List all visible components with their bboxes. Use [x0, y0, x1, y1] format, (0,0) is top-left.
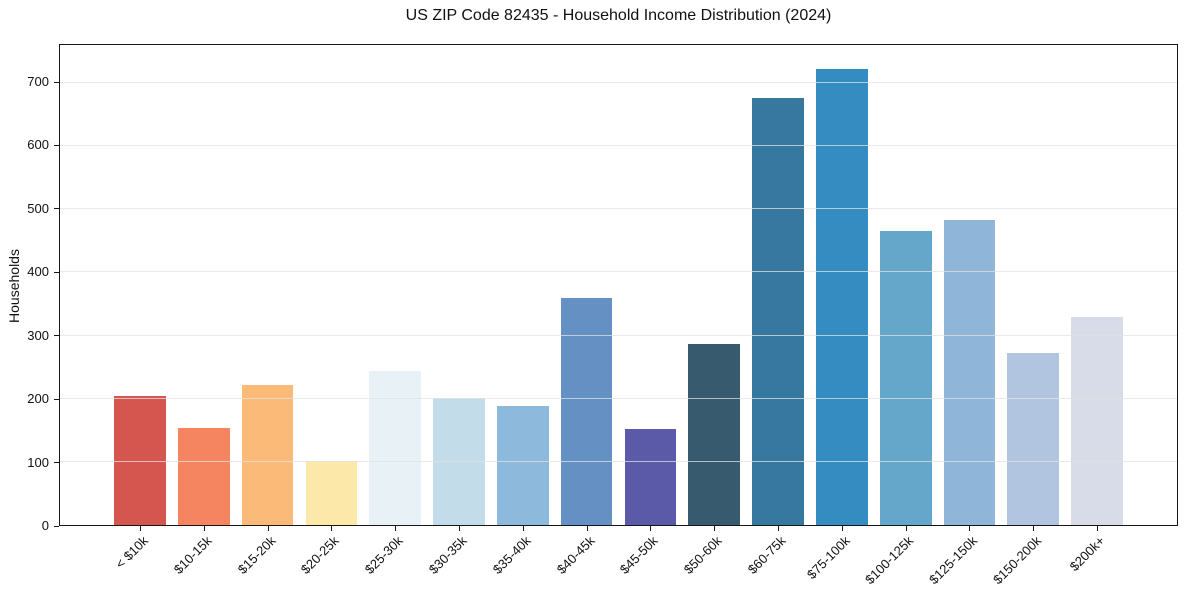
- x-tick-mark: [203, 526, 205, 531]
- y-tick-label: 0: [41, 518, 49, 533]
- x-tick-label: $35-40k: [489, 533, 534, 577]
- bar-slot: $75-100k: [804, 45, 874, 582]
- bar-slot: $100-125k: [862, 45, 938, 587]
- bar-10k: [114, 395, 166, 525]
- bar-slot: $20-25k: [298, 45, 363, 577]
- bar-25-30k: [369, 370, 421, 525]
- x-tick-label: $25-30k: [361, 533, 406, 577]
- bar-slot: $15-20k: [234, 45, 300, 577]
- x-tick-label: $75-100k: [803, 533, 853, 582]
- x-tick-mark: [1033, 526, 1035, 531]
- x-tick-label: $50-60k: [680, 533, 725, 577]
- y-tick-label: 600: [27, 137, 49, 153]
- x-tick-mark: [778, 526, 780, 531]
- x-tick-label: $20-25k: [298, 533, 342, 577]
- y-tick-label: 300: [27, 327, 49, 343]
- bar-slot: < $10k: [108, 45, 172, 571]
- chart-title: US ZIP Code 82435 - Household Income Dis…: [405, 7, 832, 24]
- bar-20-25k: [305, 461, 358, 525]
- x-tick-mark: [1097, 526, 1099, 531]
- bar-15-20k: [241, 384, 294, 525]
- bar-50-60k: [688, 343, 741, 525]
- x-tick-label: $15-20k: [234, 533, 279, 577]
- x-tick-mark: [139, 526, 141, 531]
- y-tick-label: 200: [27, 391, 49, 407]
- x-tick-label: $150-200k: [989, 533, 1044, 588]
- x-tick-label: $30-35k: [425, 533, 470, 577]
- bar-150-200k: [1007, 352, 1060, 525]
- x-tick-mark: [395, 526, 397, 531]
- x-tick-label: < $10k: [112, 533, 151, 572]
- bar-75-100k: [816, 69, 868, 525]
- y-tick-mark: [54, 271, 59, 273]
- x-tick-mark: [267, 526, 269, 531]
- y-tick-label: 500: [27, 200, 49, 216]
- bar-30-35k: [433, 398, 485, 525]
- x-tick-label: $40-45k: [553, 533, 598, 577]
- y-tick-mark: [54, 398, 59, 400]
- bar-10-15k: [177, 428, 230, 525]
- bar-slot: $45-50k: [617, 45, 683, 577]
- x-tick-label: $200k+: [1066, 533, 1108, 575]
- x-tick-mark: [586, 526, 588, 531]
- x-tick-mark: [650, 526, 652, 531]
- x-tick-label: $60-75k: [744, 533, 789, 577]
- plot-area: < $10k $10-15k $15-20k $20-25k $25-30k $30-35…: [59, 44, 1178, 587]
- bars-container: < $10k $10-15k $15-20k $20-25k $25-30k $30-35…: [60, 45, 1177, 587]
- bar-slot: $50-60k: [681, 45, 746, 577]
- bar-slot: $30-35k: [426, 45, 491, 577]
- y-tick-mark: [54, 335, 59, 337]
- bar-60-75k: [752, 98, 804, 525]
- bar-slot: $60-75k: [745, 45, 810, 577]
- x-tick-label: $100-125k: [862, 533, 917, 588]
- y-tick-label: 400: [27, 264, 49, 280]
- x-tick-label: $45-50k: [617, 533, 662, 577]
- bar-100-125k: [879, 231, 932, 525]
- bar-slot: $200k+: [1065, 45, 1129, 574]
- bar-slot: $125-150k: [926, 45, 1002, 587]
- bar-slot: $40-45k: [553, 45, 619, 577]
- x-tick-mark: [841, 526, 843, 531]
- bar-45-50k: [624, 429, 677, 525]
- y-tick-mark: [54, 208, 59, 210]
- x-tick-mark: [714, 526, 716, 531]
- bar-slot: $150-200k: [990, 45, 1065, 587]
- y-tick-mark: [54, 462, 59, 464]
- bar-125-150k: [943, 219, 996, 525]
- bar-40-45k: [560, 297, 613, 525]
- bar-slot: $25-30k: [362, 45, 427, 577]
- y-tick-label: 100: [27, 454, 49, 470]
- x-tick-mark: [331, 526, 333, 531]
- y-axis-ticks: 0 100 200 300 400 500 600 700: [0, 44, 59, 533]
- y-tick-mark: [54, 525, 59, 527]
- x-tick-label: $10-15k: [170, 533, 215, 577]
- y-tick-mark: [54, 81, 59, 83]
- bar-200k+: [1071, 316, 1123, 525]
- y-tick-label: 700: [27, 74, 49, 90]
- x-tick-mark: [522, 526, 524, 531]
- bar-slot: $10-15k: [170, 45, 236, 577]
- bar-slot: $35-40k: [490, 45, 555, 577]
- bar-35-40k: [496, 406, 549, 525]
- y-tick-mark: [54, 144, 59, 146]
- x-tick-mark: [905, 526, 907, 531]
- x-tick-mark: [458, 526, 460, 531]
- x-tick-mark: [969, 526, 971, 531]
- x-tick-label: $125-150k: [926, 533, 981, 588]
